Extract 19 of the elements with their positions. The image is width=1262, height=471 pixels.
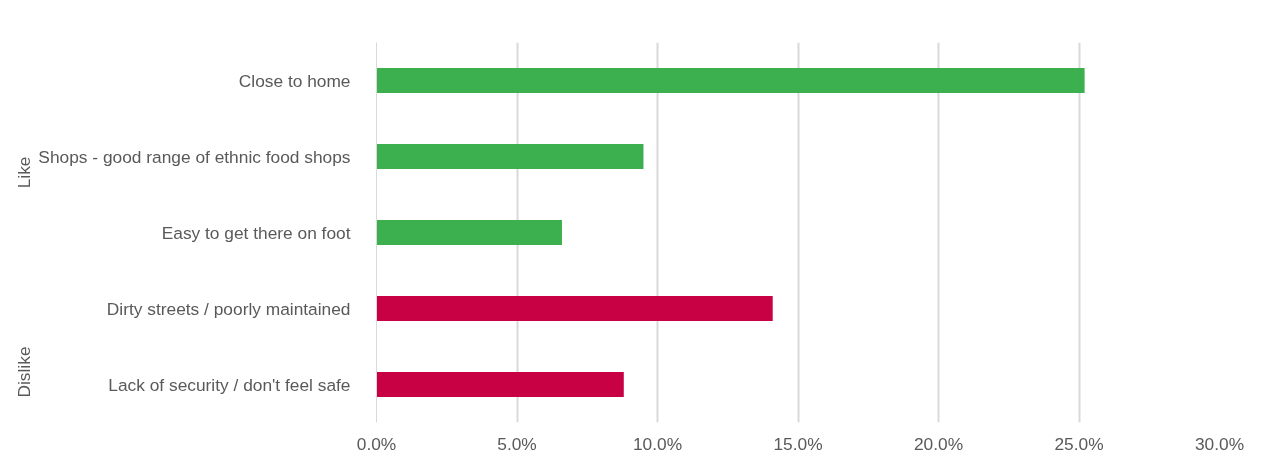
y-tick-label: Lack of security / don't feel safe — [108, 374, 351, 395]
x-tick-label: 20.0% — [913, 433, 964, 454]
x-tick-label: 10.0% — [632, 433, 683, 454]
text: Like — [13, 156, 34, 189]
x-tick-label: 5.0% — [497, 433, 537, 454]
x-tick-label: 15.0% — [773, 433, 823, 454]
y-tick-label: Easy to get there on foot — [161, 222, 351, 243]
x-tick-label: 30.0% — [1194, 433, 1245, 454]
y-tick-label: Shops - good range of ethnic food shops — [38, 146, 351, 167]
bar — [376, 295, 773, 322]
bar — [376, 67, 1085, 94]
x-tick-label: 0.0% — [356, 433, 397, 454]
x-tick-label: 25.0% — [1054, 433, 1104, 454]
bar — [376, 143, 644, 170]
y-tick-label: Close to home — [238, 70, 351, 91]
text: Dislike — [13, 346, 34, 398]
bar — [376, 219, 562, 246]
bar — [376, 371, 624, 398]
y-tick-label: Dirty streets / poorly maintained — [106, 298, 351, 319]
